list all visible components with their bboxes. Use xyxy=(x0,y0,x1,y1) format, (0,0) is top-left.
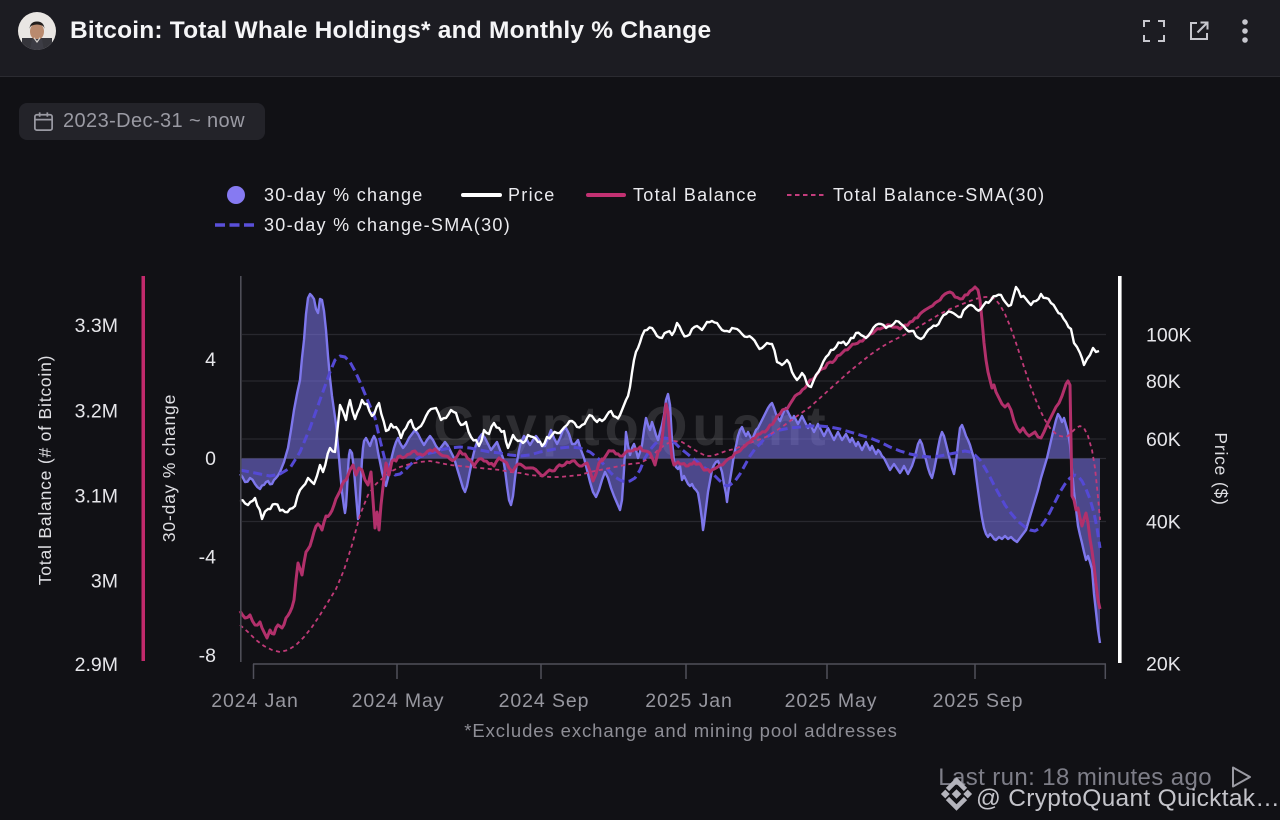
svg-text:3.3M: 3.3M xyxy=(75,315,118,337)
svg-text:@ CryptoQuant Quicktak…: @ CryptoQuant Quicktak… xyxy=(976,785,1280,812)
svg-text:-4: -4 xyxy=(199,547,216,569)
svg-text:60K: 60K xyxy=(1146,429,1181,451)
svg-text:*Excludes exchange and mining: *Excludes exchange and mining pool addre… xyxy=(464,720,898,741)
svg-text:3.1M: 3.1M xyxy=(75,486,118,508)
svg-text:2024 Jan: 2024 Jan xyxy=(211,690,298,712)
svg-text:Last run: 18 minutes ago: Last run: 18 minutes ago xyxy=(938,764,1212,791)
svg-text:2024 May: 2024 May xyxy=(352,690,445,712)
svg-text:40K: 40K xyxy=(1146,512,1181,534)
svg-text:2025 Jan: 2025 Jan xyxy=(645,690,732,712)
svg-text:3M: 3M xyxy=(91,571,118,593)
svg-text:2025 May: 2025 May xyxy=(785,690,878,712)
svg-text:Total Balance (# of Bitcoin): Total Balance (# of Bitcoin) xyxy=(35,355,55,586)
svg-text:4: 4 xyxy=(205,349,216,371)
svg-text:2.9M: 2.9M xyxy=(75,654,118,676)
svg-text:2025 Sep: 2025 Sep xyxy=(933,690,1024,712)
svg-text:80K: 80K xyxy=(1146,371,1181,393)
svg-text:3.2M: 3.2M xyxy=(75,401,118,423)
svg-text:0: 0 xyxy=(205,448,216,470)
svg-text:100K: 100K xyxy=(1146,325,1192,347)
svg-text:-8: -8 xyxy=(199,645,216,667)
svg-text:30-day % change: 30-day % change xyxy=(159,394,179,542)
svg-text:20K: 20K xyxy=(1146,654,1181,676)
svg-text:2024 Sep: 2024 Sep xyxy=(499,690,590,712)
svg-text:Price ($): Price ($) xyxy=(1211,432,1231,505)
